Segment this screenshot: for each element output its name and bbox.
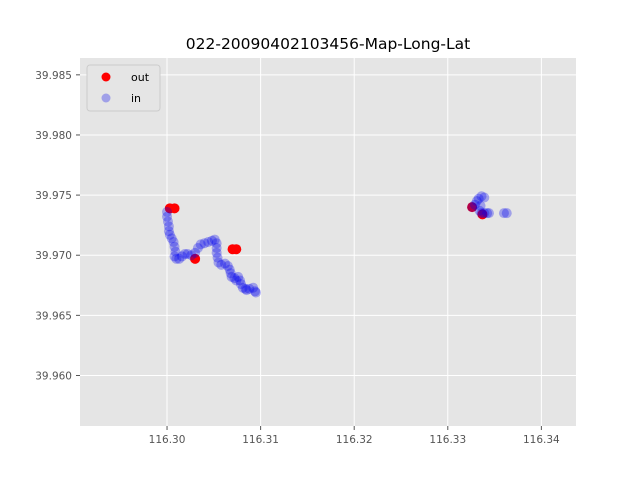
data-point-out bbox=[467, 202, 478, 213]
legend-in-marker bbox=[101, 93, 111, 103]
data-point-in bbox=[483, 208, 494, 219]
data-point-out bbox=[477, 209, 488, 220]
data-point-in bbox=[212, 252, 223, 263]
x-tick-label: 116.31 bbox=[242, 434, 279, 446]
data-point-in bbox=[162, 211, 173, 222]
data-point-in bbox=[171, 253, 182, 264]
y-tick-label: 39.985 bbox=[35, 70, 72, 82]
data-point-in bbox=[474, 205, 485, 216]
data-point-in bbox=[237, 282, 248, 293]
data-point-in bbox=[473, 193, 484, 204]
data-point-in bbox=[244, 283, 255, 294]
data-point-out bbox=[169, 203, 180, 214]
data-points bbox=[162, 191, 512, 298]
data-point-in bbox=[240, 283, 251, 294]
data-point-in bbox=[216, 259, 227, 270]
data-point-in bbox=[475, 200, 486, 211]
grid-lines bbox=[80, 58, 576, 426]
data-point-in bbox=[220, 258, 231, 269]
y-tick-label: 39.960 bbox=[35, 370, 72, 382]
data-point-in bbox=[170, 246, 181, 257]
data-point-in bbox=[476, 208, 487, 219]
data-point-in bbox=[476, 191, 487, 202]
data-point-in bbox=[209, 234, 220, 245]
data-point-in bbox=[235, 279, 246, 290]
data-point-in bbox=[211, 247, 222, 258]
y-tick-label: 39.975 bbox=[35, 190, 72, 202]
data-point-in bbox=[471, 196, 482, 207]
data-point-in bbox=[482, 208, 493, 219]
data-point-in bbox=[231, 275, 242, 286]
legend: out in bbox=[86, 64, 161, 112]
data-point-in bbox=[241, 285, 252, 296]
data-point-in bbox=[211, 243, 222, 254]
y-tick-label: 39.980 bbox=[35, 130, 72, 142]
data-point-in bbox=[206, 235, 217, 246]
data-point-in bbox=[162, 206, 173, 217]
plot-area bbox=[80, 58, 576, 426]
data-point-in bbox=[224, 264, 235, 275]
legend-box bbox=[86, 64, 161, 112]
legend-in-label: in bbox=[131, 92, 141, 105]
data-point-in bbox=[467, 202, 478, 213]
y-axis: 39.960 39.965 39.970 39.975 39.980 39.985 bbox=[35, 70, 80, 382]
data-point-in bbox=[233, 271, 244, 282]
data-point-in bbox=[211, 238, 222, 249]
data-point-in bbox=[179, 249, 190, 260]
data-point-in bbox=[226, 271, 237, 282]
x-tick-label: 116.33 bbox=[429, 434, 466, 446]
series-out bbox=[164, 202, 488, 264]
data-point-out bbox=[231, 244, 242, 255]
data-point-in bbox=[199, 238, 210, 249]
legend-out-label: out bbox=[131, 71, 150, 84]
data-point-in bbox=[469, 199, 480, 210]
data-point-in bbox=[163, 226, 174, 237]
data-point-in bbox=[163, 221, 174, 232]
data-point-in bbox=[177, 251, 188, 262]
data-point-in bbox=[182, 249, 193, 260]
data-point-in bbox=[250, 286, 261, 297]
data-point-in bbox=[235, 275, 246, 286]
data-point-in bbox=[203, 237, 214, 247]
chart-title: 022-20090402103456-Map-Long-Lat bbox=[186, 35, 470, 53]
data-point-in bbox=[162, 216, 173, 227]
data-point-in bbox=[186, 250, 197, 261]
data-point-in bbox=[501, 208, 512, 219]
data-point-in bbox=[164, 229, 175, 240]
data-point-out bbox=[190, 253, 201, 264]
data-point-in bbox=[213, 257, 224, 268]
data-point-in bbox=[190, 247, 201, 258]
data-point-in bbox=[248, 282, 259, 293]
x-tick-label: 116.32 bbox=[336, 434, 373, 446]
data-point-in bbox=[168, 237, 179, 247]
data-point-in bbox=[169, 241, 180, 252]
x-axis: 116.30 116.31 116.32 116.33 116.34 bbox=[149, 426, 560, 446]
data-point-in bbox=[250, 287, 261, 298]
data-point-in bbox=[174, 253, 185, 264]
data-point-in bbox=[498, 208, 509, 219]
data-point-in bbox=[479, 192, 490, 203]
data-point-in bbox=[229, 273, 240, 284]
data-point-in bbox=[166, 233, 177, 244]
data-point-in bbox=[225, 268, 236, 279]
data-point-in bbox=[192, 243, 203, 254]
series-in bbox=[162, 191, 512, 298]
y-tick-label: 39.970 bbox=[35, 250, 72, 262]
y-tick-label: 39.965 bbox=[35, 310, 72, 322]
data-point-in bbox=[195, 239, 206, 250]
data-point-in bbox=[222, 261, 233, 272]
legend-out-marker bbox=[101, 72, 111, 82]
data-point-in bbox=[479, 208, 490, 219]
x-tick-label: 116.34 bbox=[523, 434, 560, 446]
x-tick-label: 116.30 bbox=[149, 434, 186, 446]
data-point-in bbox=[169, 251, 180, 262]
